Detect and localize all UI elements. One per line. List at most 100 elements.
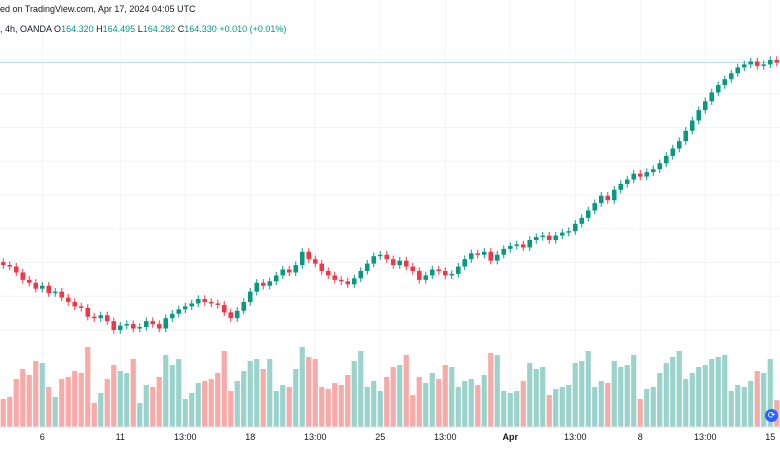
volume-bar (85, 347, 91, 427)
candle-body (722, 79, 728, 86)
volume-bar (423, 383, 429, 427)
volume-bar (338, 385, 344, 427)
candle-body (559, 232, 565, 236)
candle-body (39, 285, 45, 289)
candle-body (663, 155, 669, 164)
volume-bar (195, 383, 201, 427)
candle-body (150, 321, 156, 325)
candle-body (0, 262, 6, 266)
volume-bar (189, 393, 195, 427)
candle-body (475, 253, 481, 255)
volume-bar (371, 381, 377, 427)
x-tick-label: 13:00 (694, 432, 717, 442)
volume-bar (579, 361, 585, 427)
candle-body (689, 120, 695, 131)
volume-bar (605, 383, 611, 427)
tradingview-logo-icon[interactable]: ⟳ (765, 409, 778, 422)
candle-body (221, 304, 227, 313)
candle-body (449, 273, 455, 276)
candle-body (254, 282, 260, 292)
candle-body (670, 148, 676, 156)
x-tick-label: 13:00 (434, 432, 457, 442)
volume-bar (540, 367, 546, 427)
volume-bar (592, 387, 598, 427)
volume-bar (364, 387, 370, 427)
candle-body (104, 315, 110, 322)
volume-bar (72, 371, 78, 427)
candle-body (637, 173, 643, 177)
candle-body (553, 235, 559, 240)
volume-bar (702, 365, 708, 427)
candle-body (618, 183, 624, 190)
candle-body (735, 67, 741, 74)
volume-bar (663, 363, 669, 427)
volume-bar (761, 373, 767, 427)
volume-bar (728, 391, 734, 427)
volume-bar (78, 373, 84, 427)
low-label: L (137, 24, 143, 34)
candle-body (182, 306, 188, 310)
candle-body (143, 321, 149, 328)
candle-body (59, 291, 65, 298)
candle-body (364, 263, 370, 271)
volume-bar (351, 361, 357, 427)
volume-bar (611, 361, 617, 427)
volume-bar (273, 391, 279, 427)
volume-bar (345, 375, 351, 427)
candle-body (657, 163, 663, 170)
volume-bar (475, 385, 481, 427)
candle-body (371, 256, 377, 264)
close-label: C (177, 24, 185, 34)
candle-body (130, 324, 136, 329)
volume-bar (631, 355, 637, 427)
volume-bar (280, 385, 286, 427)
candle-body (169, 313, 175, 319)
candle-body (741, 64, 747, 68)
open-label: O (54, 24, 62, 34)
candle-body (761, 64, 767, 66)
x-tick-label: 13:00 (304, 432, 327, 442)
volume-bar (0, 399, 6, 427)
high-label: H (96, 24, 103, 34)
volume-bar (247, 361, 253, 427)
candle-body (351, 278, 357, 285)
volume-bar (52, 397, 58, 427)
candle-body (709, 92, 715, 102)
candle-body (488, 251, 494, 261)
high-value: 164.495 (102, 24, 136, 34)
candle-body (325, 270, 331, 276)
candle-body (111, 321, 117, 330)
x-tick-label: 18 (245, 432, 255, 442)
candle-body (189, 303, 195, 307)
time-axis: 6 11 13:00 18 13:00 25 13:00 Apr 13:00 8 13:00 15 (40, 432, 776, 442)
candle-body (52, 291, 58, 294)
candle-body (33, 282, 39, 289)
candle-body (436, 269, 442, 271)
volume-bar (748, 381, 754, 427)
volume-bar (501, 391, 507, 427)
volume-bar (65, 377, 71, 427)
volume-bar (143, 385, 149, 427)
candle-body (280, 269, 286, 276)
volume-bar (358, 351, 364, 427)
volume-bar (572, 363, 578, 427)
volume-bar (481, 375, 487, 427)
candle-body (468, 253, 474, 260)
volume-bar (767, 359, 773, 427)
candle-body (728, 73, 734, 80)
volume-bar (722, 355, 728, 427)
volume-bar (754, 371, 760, 427)
candle-body (403, 260, 409, 267)
volume-bar (735, 385, 741, 427)
volume-bar (130, 359, 136, 427)
volume-bar (670, 357, 676, 427)
candle-body (234, 310, 240, 319)
volume-bar (104, 379, 110, 427)
candle-body (598, 195, 604, 204)
candle-body (124, 324, 130, 326)
volume-bar (13, 379, 19, 427)
volume-bar (111, 365, 117, 427)
volume-bar (390, 367, 396, 427)
